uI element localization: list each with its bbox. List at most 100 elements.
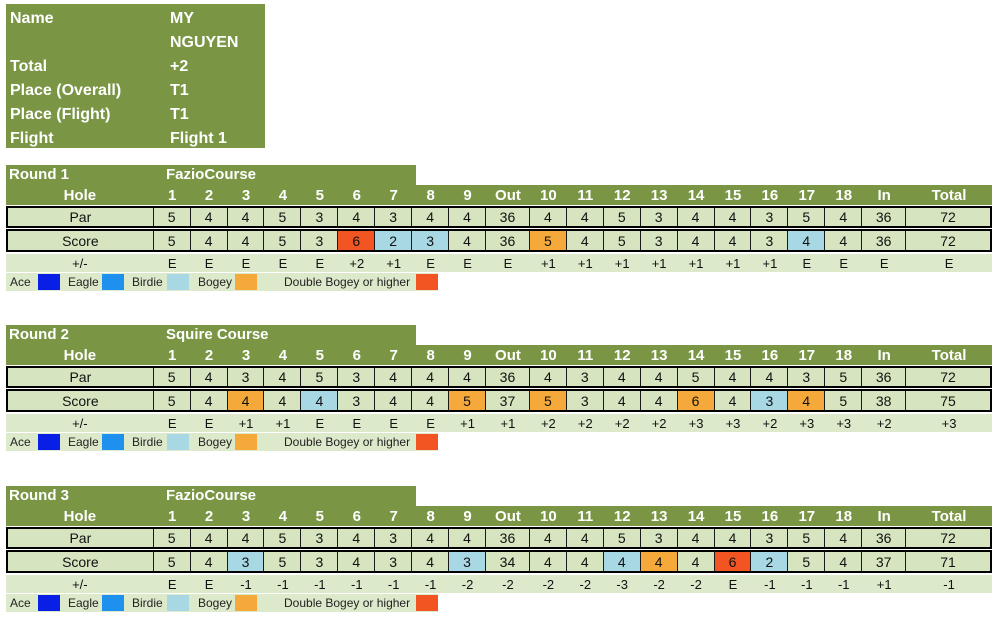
score-row: Score 5 4 3 5 3 4 3 4 3 34 4 4 4 4 4 6 2 5 4 37 71	[6, 550, 992, 573]
round-1-scorecard: Round 1 FazioCourse Hole 1 2 3 4 5 6 7 8 9 Out 10 11 12…	[6, 165, 992, 293]
plus-minus-row-label: +/-	[72, 415, 88, 431]
par-row: Par 5 4 3 4 5 3 4 4 4 36 4 3 4 4 5 4 4 3 5 36 72	[6, 366, 992, 388]
score-cell: 3	[751, 231, 789, 250]
legend-double-swatch	[416, 434, 438, 450]
score-cell: 4	[640, 552, 678, 571]
par-cell: 4	[191, 368, 228, 386]
pm-cell: E	[167, 576, 177, 592]
legend-bogey-label: Bogey	[198, 275, 233, 289]
round-title-bar: Round 2 Squire Course	[6, 325, 416, 345]
round-title-bar: Round 3 FazioCourse	[6, 486, 416, 506]
pm-cell: -1	[314, 576, 326, 592]
legend-double-label: Double Bogey or higher	[284, 596, 411, 610]
hole-cell: 3	[241, 346, 251, 364]
plus-minus-row: +/- E E -1 -1 -1 -1 -1 -1 -2 -2 -2 -2 -3 -2 -2 E -1 -1 -1 +1…	[6, 575, 992, 593]
pm-cell: -1	[424, 576, 437, 592]
par-cell: 3	[301, 208, 339, 226]
pm-cell: +2	[762, 415, 778, 431]
hole-cell: 5	[315, 507, 325, 525]
score-cell: 5	[604, 231, 641, 250]
pm-cell: -2	[690, 576, 702, 592]
par-cell: 4	[567, 529, 604, 547]
par-cell: 4	[228, 208, 265, 226]
par-cell: 4	[751, 368, 789, 386]
hole-cell: 3	[241, 186, 251, 204]
place-overall-value: T1	[170, 82, 189, 99]
legend-double-swatch	[416, 595, 438, 611]
pm-cell: E	[426, 255, 435, 271]
hole-cell: 17	[798, 507, 816, 525]
pm-cell: E	[839, 255, 849, 271]
pm-cell: -1	[801, 576, 813, 592]
pm-cell: E	[167, 415, 177, 431]
pm-cell: E	[315, 415, 325, 431]
par-cell: 4	[412, 368, 450, 386]
hole-cell: Total	[931, 507, 967, 525]
pm-cell: E	[278, 255, 288, 271]
plus-minus-row: +/- E E E E E +2 +1 E E E +1 +1 +1 +1 +1 +1 +1 E E E E	[6, 254, 992, 272]
hole-cell: 3	[241, 507, 251, 525]
score-cell: 4	[412, 391, 450, 410]
pm-cell: -1	[943, 576, 955, 592]
hole-row-label: Hole	[63, 507, 97, 525]
place-flight-label: Place (Flight)	[10, 106, 111, 123]
pm-cell: -2	[461, 576, 474, 592]
legend-ace-swatch	[38, 595, 60, 611]
hole-cell: 13	[650, 507, 668, 525]
pm-cell: -1	[837, 576, 850, 592]
pm-cell: +1	[688, 255, 704, 271]
score-cell: 6	[714, 552, 752, 571]
par-cell: 3	[228, 368, 265, 386]
par-cell: 36	[486, 529, 530, 547]
hole-cell: 15	[724, 186, 742, 204]
par-cell: 4	[825, 208, 863, 226]
score-cell: 4	[449, 231, 486, 250]
par-row-label: Par	[8, 208, 154, 226]
name-value-last: NGUYEN	[170, 34, 239, 51]
hole-row: Hole 1 2 3 4 5 6 7 8 9 Out 10 11 12 13 14 15 16 17 18 In Tota…	[6, 345, 992, 365]
pm-cell: -1	[350, 576, 363, 592]
pm-cell: +1	[460, 415, 475, 431]
pm-cell: -2	[653, 576, 665, 592]
total-value: +2	[170, 58, 189, 75]
plus-minus-row: +/- E E +1 +1 E E E E +1 +1 +2 +2 +2 +2 +3 +3 +2 +3 +3 +2 +3	[6, 414, 992, 432]
par-cell: 3	[375, 208, 413, 226]
legend-eagle-label: Eagle	[68, 435, 99, 449]
par-cell: 4	[678, 208, 715, 226]
par-row: Par 5 4 4 5 3 4 3 4 4 36 4 4 5 3 4 4 3 5 4 36 72	[6, 527, 992, 549]
hole-cell: 9	[463, 186, 472, 204]
pm-cell: +1	[500, 415, 516, 431]
pm-cell: E	[389, 415, 399, 431]
hole-cell: 2	[204, 346, 214, 364]
par-cell: 4	[530, 529, 567, 547]
par-cell: 4	[338, 208, 376, 226]
par-cell: 5	[825, 368, 863, 386]
par-cell: 5	[154, 368, 191, 386]
hole-cell: Out	[495, 346, 521, 364]
hole-cell: 11	[577, 346, 594, 364]
pm-cell: E	[241, 255, 251, 271]
par-cell: 4	[375, 368, 413, 386]
hole-cell: 11	[577, 186, 594, 204]
hole-cell: 9	[463, 346, 472, 364]
par-cell: 5	[154, 529, 191, 547]
hole-cell: 9	[463, 507, 472, 525]
par-cell: 3	[301, 529, 339, 547]
score-cell: 4	[227, 391, 265, 410]
score-cell: 75	[940, 392, 956, 409]
score-cell: 5	[154, 231, 191, 250]
score-cell: 4	[715, 391, 752, 410]
hole-cell: Total	[931, 186, 967, 204]
score-row-label: Score	[8, 231, 154, 250]
score-cell: 72	[940, 232, 956, 249]
par-cell: 5	[264, 208, 302, 226]
pm-cell: E	[315, 255, 325, 271]
par-cell: 3	[641, 529, 678, 547]
score-cell: 5	[529, 391, 567, 410]
par-cell: 36	[862, 208, 907, 226]
score-cell: 4	[228, 231, 265, 250]
par-cell: 4	[530, 368, 567, 386]
legend-double-swatch	[416, 274, 438, 290]
par-cell: 36	[862, 529, 907, 547]
legend-birdie-swatch	[167, 595, 189, 611]
